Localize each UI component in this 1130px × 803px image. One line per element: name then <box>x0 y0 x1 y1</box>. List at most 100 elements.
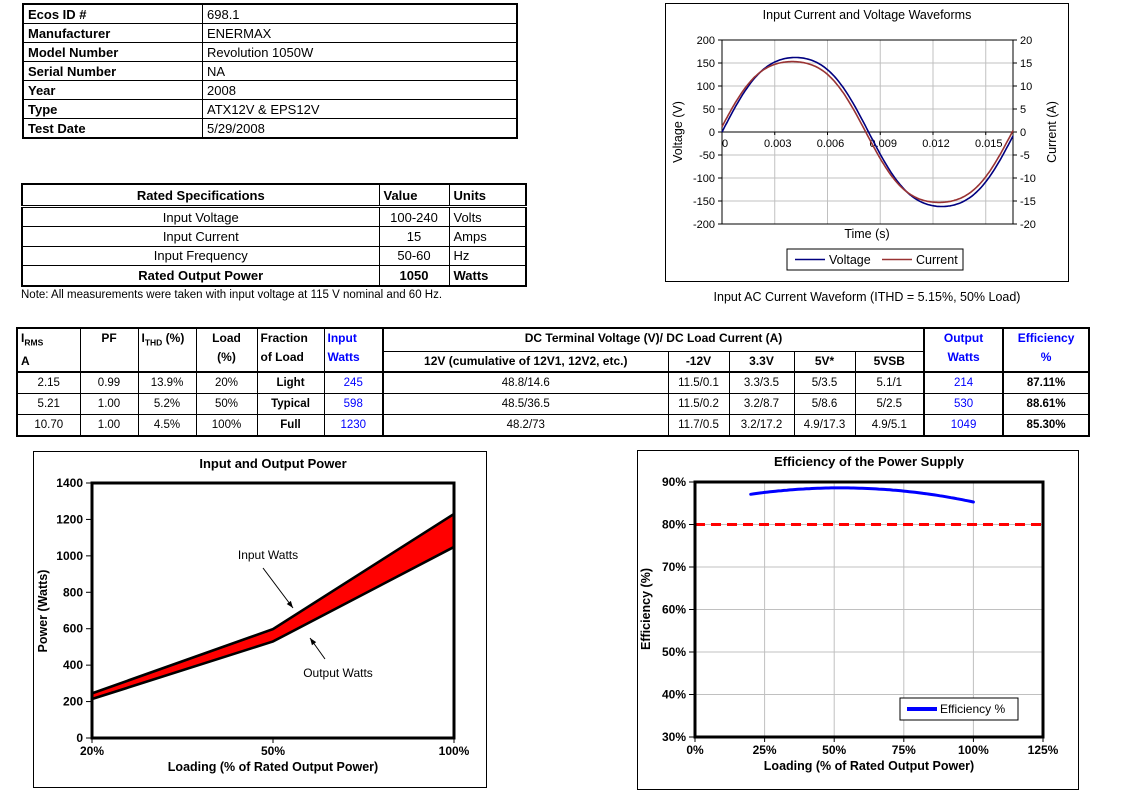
info-label: Type <box>22 99 203 119</box>
tick-label: 50% <box>662 645 686 659</box>
waveform-caption: Input AC Current Waveform (ITHD = 5.15%,… <box>713 290 1021 304</box>
info-label: Year <box>22 80 203 100</box>
table-row: Test Date 5/29/2008 <box>22 118 518 139</box>
cell-neg12v: 11.5/0.1 <box>667 371 730 395</box>
cell-ithd: 13.9% <box>137 371 197 395</box>
tick-label: 80% <box>662 518 686 532</box>
info-value: NA <box>202 61 518 81</box>
cell-ithd: 5.2% <box>137 393 197 416</box>
info-label: Model Number <box>22 42 203 62</box>
info-value: 698.1 <box>202 3 518 24</box>
cell-input-watts: 245 <box>323 371 384 395</box>
cell-efficiency: 85.30% <box>1002 414 1090 437</box>
tick-label: -20 <box>1020 219 1036 231</box>
cell-5v: 5/3.5 <box>793 371 856 395</box>
cell-neg12v: 11.7/0.5 <box>667 414 730 437</box>
cell-efficiency: 88.61% <box>1002 393 1090 416</box>
chart-title: Input Current and Voltage Waveforms <box>763 8 972 22</box>
tick-label: 20% <box>80 744 104 758</box>
cell-5v: 5/8.6 <box>793 393 856 416</box>
tick-label: 1400 <box>56 476 83 490</box>
tick-label: 0 <box>76 731 83 745</box>
tick-label: 1000 <box>56 549 83 563</box>
info-label: Serial Number <box>22 61 203 81</box>
annotation-output-watts: Output Watts <box>303 666 373 680</box>
spec-name: Rated Output Power <box>21 265 380 287</box>
chart-title: Efficiency of the Power Supply <box>774 454 965 469</box>
tick-label: 200 <box>697 35 715 47</box>
cell-output-watts: 530 <box>923 393 1004 416</box>
info-value: 2008 <box>202 80 518 100</box>
table-row: 2.15 0.99 13.9% 20% Light 245 48.8/14.6 … <box>16 371 1090 395</box>
tick-label: 100% <box>958 743 989 757</box>
cell-irms: 5.21 <box>16 393 81 416</box>
col-3v3: 3.3V <box>728 350 795 374</box>
tick-label: 0 <box>722 138 728 150</box>
spec-units: Hz <box>448 245 527 267</box>
tick-label: -5 <box>1020 150 1030 162</box>
tick-label: 0.003 <box>764 138 792 150</box>
col-pf: PF <box>79 327 139 374</box>
tick-label: -10 <box>1020 173 1036 185</box>
cell-pf: 1.00 <box>79 393 139 416</box>
tick-label: -200 <box>693 219 715 231</box>
tick-label: 200 <box>63 695 83 709</box>
cell-5v: 4.9/17.3 <box>793 414 856 437</box>
x-axis-title: Loading (% of Rated Output Power) <box>764 759 974 773</box>
cell-pf: 1.00 <box>79 414 139 437</box>
col-5v: 5V* <box>793 350 856 374</box>
tick-label: 150 <box>697 58 715 70</box>
output-watts-line <box>91 545 455 701</box>
info-label: Test Date <box>22 118 203 139</box>
rated-specs-header: Rated Specifications <box>21 183 380 208</box>
col-12v: 12V (cumulative of 12V1, 12V2, etc.) <box>382 350 669 374</box>
efficiency-chart: 90% 80% 70% 60% 50% 40% 30% 0% 25% 50% 75% 100% 125%… <box>637 450 1079 790</box>
tick-label: 40% <box>662 688 686 702</box>
col-fraction: Fraction of Load <box>256 327 325 374</box>
col-efficiency: Efficiency% <box>1002 327 1090 374</box>
cell-12v: 48.2/73 <box>382 414 669 437</box>
tick-label: 0.015 <box>975 138 1003 150</box>
legend-label-current: Current <box>916 253 958 267</box>
tick-label: -150 <box>693 196 715 208</box>
tick-label: 0 <box>1020 127 1026 139</box>
tick-label: 800 <box>63 585 83 599</box>
power-svg: 1400 1200 1000 800 600 400 200 020% 50% 100% Input… <box>36 456 470 774</box>
cell-fraction: Full <box>256 414 325 437</box>
tick-label: 25% <box>753 743 777 757</box>
input-watts-line <box>91 512 455 695</box>
tick-label: 50% <box>261 744 285 758</box>
cell-fraction: Light <box>256 371 325 395</box>
efficiency-svg: 90% 80% 70% 60% 50% 40% 30%0% 25% 50% 75% 100% 125%… <box>639 454 1059 773</box>
legend-label-efficiency: Efficiency % <box>940 702 1005 716</box>
x-axis-title: Time (s) <box>844 227 889 241</box>
tick-label: 125% <box>1028 743 1059 757</box>
table-row: Manufacturer ENERMAX <box>22 23 518 43</box>
tick-label: 50 <box>703 104 715 116</box>
tick-label: 20 <box>1020 35 1032 47</box>
table-header-row: IRMS A PF ITHD (%) Load (%) Fraction of Loa… <box>16 327 1090 374</box>
tick-label: 50% <box>822 743 846 757</box>
tick-label: 90% <box>662 475 686 489</box>
y-axis-title-right: Current (A) <box>1045 101 1059 163</box>
tick-label: 100 <box>697 81 715 93</box>
table-row: Input Voltage 100-240 Volts <box>21 205 527 228</box>
table-row: Type ATX12V & EPS12V <box>22 99 518 119</box>
table-row: 5.21 1.00 5.2% 50% Typical 598 48.5/36.5… <box>16 393 1090 416</box>
cell-load: 50% <box>195 393 258 416</box>
col-irms: IRMS A <box>16 327 81 374</box>
table-row: Input Current 15 Amps <box>21 226 527 247</box>
cell-load: 20% <box>195 371 258 395</box>
spec-value: 50-60 <box>378 245 450 267</box>
legend-box <box>786 248 964 271</box>
tick-label: 70% <box>662 560 686 574</box>
col-dc-terminal: DC Terminal Voltage (V)/ DC Load Current… <box>381 327 925 352</box>
power-band <box>92 513 454 700</box>
table-row: Year 2008 <box>22 80 518 100</box>
plot-border <box>90 481 456 740</box>
measurement-note: Note: All measurements were taken with i… <box>21 289 443 301</box>
spec-value: 15 <box>378 226 450 247</box>
cell-5vsb: 5.1/1 <box>854 371 925 395</box>
annotation-arrow-input <box>262 567 294 609</box>
